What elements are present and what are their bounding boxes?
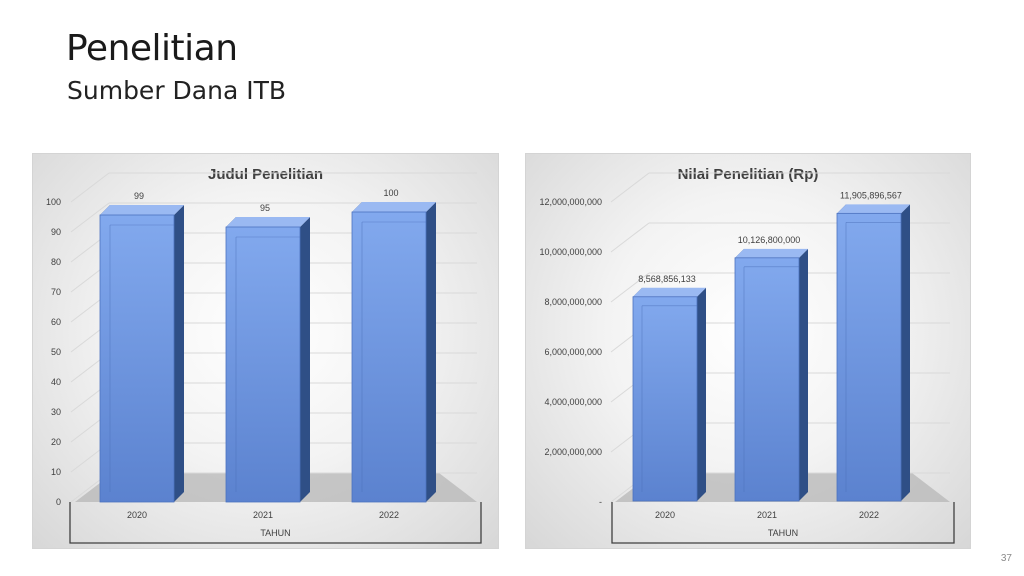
- x-tick-label-1-2: 2022: [859, 510, 879, 520]
- x-axis-bracket-0: [69, 502, 482, 544]
- slide-subtitle: Sumber Dana ITB: [67, 76, 287, 105]
- x-tick-label-0-2: 2022: [379, 510, 399, 520]
- bar-top-1-1: [735, 248, 808, 258]
- y-tick-label-1-5: 10,000,000,000: [539, 247, 602, 257]
- y-tick-label-1-2: 4,000,000,000: [544, 397, 602, 407]
- gridline-diag-0-10: [70, 172, 110, 203]
- bar-front-1-1: [734, 257, 800, 502]
- x-axis-bracket-1: [611, 502, 955, 544]
- bar-front-0-1: [225, 226, 301, 503]
- y-tick-label-0-8: 80: [51, 257, 61, 267]
- gridline-diag-1-5: [610, 222, 650, 253]
- page-number: 37: [1000, 553, 1012, 564]
- data-label-1-1: 10,126,800,000: [738, 235, 801, 245]
- gridline-diag-1-6: [610, 172, 650, 203]
- bar-front-0-2: [351, 211, 427, 503]
- bar-1-0: [632, 287, 706, 502]
- y-tick-label-0-10: 100: [46, 197, 61, 207]
- chart-nilai-penelitian: Nilai Penelitian (Rp) - 2,000,000,000 4,000…: [525, 153, 971, 549]
- bar-top-1-2: [837, 204, 910, 214]
- y-tick-label-0-3: 30: [51, 407, 61, 417]
- bar-right-side-1-1: [799, 248, 808, 501]
- y-tick-label-1-6: 12,000,000,000: [539, 197, 602, 207]
- y-tick-label-0-7: 70: [51, 287, 61, 297]
- y-tick-label-0-9: 90: [51, 227, 61, 237]
- bar-right-side-0-2: [426, 202, 436, 502]
- data-label-0-2: 100: [383, 188, 398, 198]
- y-tick-label-0-1: 10: [51, 467, 61, 477]
- x-tick-label-1-0: 2020: [655, 510, 675, 520]
- y-tick-label-0-4: 40: [51, 377, 61, 387]
- x-tick-label-1-1: 2021: [757, 510, 777, 520]
- bar-right-side-0-1: [300, 217, 310, 502]
- bar-0-1: [225, 217, 310, 503]
- data-label-1-2: 11,905,896,567: [840, 190, 902, 200]
- chart-judul-penelitian: Judul Penelitian 0 10 20 30 40 50 60 70 80 90 100 99…: [32, 153, 499, 549]
- bar-right-side-1-0: [697, 287, 706, 501]
- bar-front-1-0: [632, 296, 698, 502]
- x-axis-label-0: TAHUN: [260, 528, 290, 538]
- data-label-0-0: 99: [134, 191, 144, 201]
- x-axis-label-1: TAHUN: [768, 528, 798, 538]
- y-tick-label-0-6: 60: [51, 317, 61, 327]
- y-tick-label-0-2: 20: [51, 437, 61, 447]
- y-tick-label-1-1: 2,000,000,000: [544, 447, 602, 457]
- x-tick-label-0-1: 2021: [253, 510, 273, 520]
- bar-0-2: [351, 202, 436, 503]
- y-tick-label-1-4: 8,000,000,000: [544, 297, 602, 307]
- y-tick-label-0-5: 50: [51, 347, 61, 357]
- bar-right-side-1-2: [901, 204, 910, 501]
- y-tick-label-0-0: 0: [56, 497, 61, 507]
- bar-right-side-0-0: [174, 205, 184, 502]
- bar-1-2: [836, 204, 910, 502]
- bar-top-1-0: [633, 287, 706, 297]
- bar-top-0-1: [226, 217, 310, 227]
- y-tick-label-1-3: 6,000,000,000: [544, 347, 602, 357]
- data-label-1-0: 8,568,856,133: [638, 274, 696, 284]
- bar-top-0-0: [100, 205, 184, 215]
- chart-nilai-penelitian-svg: Nilai Penelitian (Rp) - 2,000,000,000 4,000…: [539, 166, 955, 544]
- bar-front-1-2: [836, 212, 902, 502]
- gridline-diag-0-9: [70, 202, 110, 233]
- y-tick-label-1-0: -: [599, 497, 602, 507]
- data-label-0-1: 95: [260, 203, 270, 213]
- chart-title-0: Judul Penelitian: [208, 166, 323, 183]
- bar-top-0-2: [352, 202, 436, 212]
- gridline-diag-1-4: [610, 272, 650, 303]
- x-tick-label-0-0: 2020: [127, 510, 147, 520]
- chart-title-1: Nilai Penelitian (Rp): [678, 166, 819, 183]
- chart-judul-penelitian-svg: Judul Penelitian 0 10 20 30 40 50 60 70 80 90 100 99…: [46, 166, 482, 544]
- bar-0-0: [99, 205, 184, 503]
- bar-1-1: [734, 248, 808, 502]
- slide-title: Penelitian: [66, 28, 238, 69]
- bar-front-0-0: [99, 214, 175, 503]
